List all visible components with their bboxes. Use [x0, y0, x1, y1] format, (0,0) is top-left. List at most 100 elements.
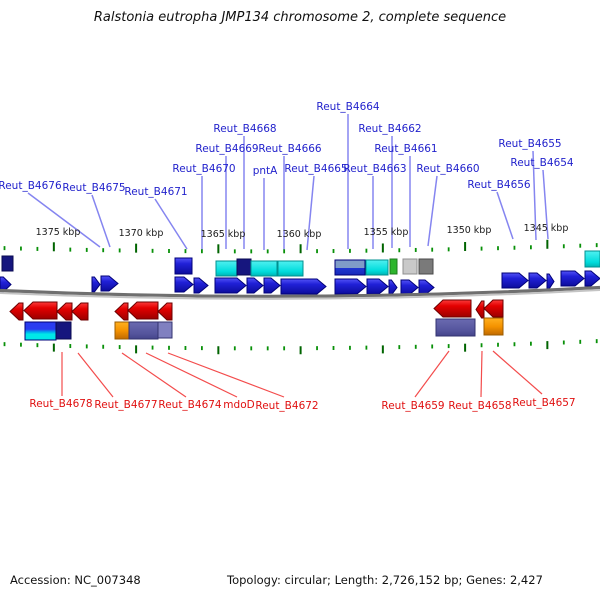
- sequence-backbone: [0, 285, 600, 298]
- gene-arrow-forward[interactable]: [388, 279, 398, 296]
- gene-label[interactable]: Reut_B4662: [358, 123, 421, 135]
- gene-arrow-forward[interactable]: [546, 273, 555, 290]
- gene-arrow-forward[interactable]: [91, 276, 101, 293]
- gene-block[interactable]: [277, 260, 304, 277]
- gene-block[interactable]: [418, 258, 434, 275]
- gene-block[interactable]: [215, 260, 238, 277]
- label-leader-line: [480, 350, 483, 398]
- ruler-label: 1365 kbp: [201, 229, 246, 240]
- gene-arrow-forward[interactable]: [418, 279, 435, 296]
- ruler-label: 1375 kbp: [36, 227, 81, 238]
- ruler-label: 1350 kbp: [447, 225, 492, 236]
- gene-block[interactable]: [483, 317, 504, 336]
- gene-label[interactable]: Reut_B4670: [172, 163, 235, 175]
- label-leader-line: [427, 175, 438, 247]
- gene-label[interactable]: Reut_B4656: [467, 179, 531, 191]
- gene-arrow-reverse[interactable]: [127, 301, 159, 320]
- gene-arrow-forward[interactable]: [263, 277, 281, 294]
- gene-label[interactable]: Reut_B4658: [448, 400, 511, 412]
- gene-block[interactable]: [114, 321, 130, 340]
- label-leader-line: [167, 352, 285, 398]
- gene-arrow-forward[interactable]: [560, 270, 585, 287]
- gene-block[interactable]: [55, 321, 72, 340]
- label-leader-line: [154, 198, 188, 250]
- gene-block[interactable]: [250, 260, 278, 277]
- ruler-label: 1360 kbp: [277, 229, 322, 240]
- gene-label[interactable]: Reut_B4669: [195, 143, 258, 155]
- gene-label[interactable]: Reut_B4676: [0, 180, 62, 192]
- gene-arrow-reverse[interactable]: [71, 302, 89, 321]
- gene-block[interactable]: [1, 255, 14, 272]
- gene-arrow-forward[interactable]: [100, 275, 119, 292]
- gene-block[interactable]: [334, 259, 366, 276]
- gene-label[interactable]: Reut_B4665: [284, 163, 347, 175]
- gene-arrow-forward[interactable]: [366, 278, 389, 295]
- label-leader-line: [496, 191, 514, 240]
- gene-block[interactable]: [365, 259, 389, 276]
- gene-block[interactable]: [236, 258, 252, 276]
- gene-label[interactable]: Reut_B4672: [255, 400, 318, 412]
- label-leader-line: [121, 352, 187, 398]
- gene-block[interactable]: [435, 318, 476, 337]
- gene-arrow-reverse[interactable]: [475, 300, 485, 319]
- label-leader-line: [414, 350, 450, 398]
- gene-block[interactable]: [128, 321, 159, 340]
- label-leader-line: [27, 192, 101, 248]
- label-leader-line: [306, 175, 315, 251]
- gene-block[interactable]: [157, 321, 173, 339]
- label-leader-line: [77, 352, 114, 398]
- gene-label[interactable]: Reut_B4675: [62, 182, 125, 194]
- gene-label[interactable]: Reut_B4655: [498, 138, 561, 150]
- gene-block[interactable]: [24, 321, 57, 341]
- label-leader-line: [492, 350, 543, 395]
- ruler-label: 1370 kbp: [119, 228, 164, 239]
- gene-arrow-reverse[interactable]: [9, 302, 24, 321]
- gene-arrow-forward[interactable]: [174, 276, 194, 293]
- gene-label[interactable]: Reut_B4674: [158, 399, 222, 411]
- gene-block[interactable]: [389, 258, 398, 275]
- gene-label[interactable]: Reut_B4660: [416, 163, 479, 175]
- gene-label[interactable]: Reut_B4663: [343, 163, 406, 175]
- gene-label[interactable]: Reut_B4664: [316, 101, 380, 113]
- gene-label[interactable]: Reut_B4657: [512, 397, 575, 409]
- gene-block[interactable]: [174, 257, 193, 275]
- gene-arrow-forward[interactable]: [193, 277, 209, 294]
- gene-arrow-forward[interactable]: [214, 277, 247, 294]
- topology-text: Topology: circular; Length: 2,726,152 bp…: [227, 573, 543, 587]
- gene-arrow-reverse[interactable]: [483, 299, 504, 318]
- gene-arrow-reverse[interactable]: [56, 302, 73, 321]
- label-leader-line: [532, 150, 537, 241]
- gene-block[interactable]: [402, 258, 418, 275]
- gene-label[interactable]: Reut_B4659: [381, 400, 444, 412]
- gene-label[interactable]: Reut_B4661: [374, 143, 437, 155]
- gene-arrow-forward[interactable]: [334, 278, 367, 295]
- gene-label[interactable]: pntA: [253, 165, 278, 177]
- gene-arrow-forward[interactable]: [400, 279, 419, 296]
- gene-arrow-forward[interactable]: [501, 272, 529, 289]
- gene-arrow-reverse[interactable]: [114, 302, 129, 321]
- gene-arrow-forward[interactable]: [280, 278, 327, 295]
- gene-arrow-forward[interactable]: [528, 272, 547, 289]
- gene-arrow-forward[interactable]: [246, 277, 264, 294]
- gene-arrow-forward[interactable]: [584, 270, 600, 287]
- sequence-backbone-highlight: [0, 289, 600, 300]
- gene-label[interactable]: Reut_B4678: [29, 398, 92, 410]
- gene-label[interactable]: Reut_B4668: [213, 123, 276, 135]
- gene-label[interactable]: Reut_B4677: [94, 399, 157, 411]
- ruler-label: 1345 kbp: [524, 223, 569, 234]
- gene-label[interactable]: Reut_B4666: [258, 143, 322, 155]
- label-leader-line: [91, 194, 111, 248]
- gene-arrow-forward[interactable]: [0, 276, 12, 293]
- ruler-label: 1355 kbp: [364, 227, 409, 238]
- sequence-title: Ralstonia eutropha JMP134 chromosome 2, …: [93, 10, 507, 25]
- gene-arrow-reverse[interactable]: [157, 302, 173, 321]
- gene-arrow-reverse[interactable]: [23, 301, 58, 320]
- gene-block[interactable]: [584, 250, 600, 268]
- gene-arrow-reverse[interactable]: [433, 299, 472, 318]
- gene-label[interactable]: Reut_B4654: [510, 157, 574, 169]
- label-leader-line: [542, 169, 549, 240]
- gene-label[interactable]: Reut_B4671: [124, 186, 187, 198]
- gene-label[interactable]: mdoD: [223, 399, 254, 411]
- accession-text: Accession: NC_007348: [10, 573, 141, 587]
